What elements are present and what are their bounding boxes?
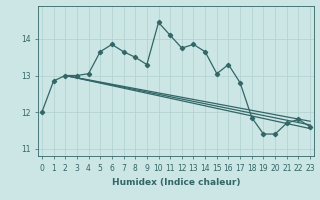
X-axis label: Humidex (Indice chaleur): Humidex (Indice chaleur) <box>112 178 240 187</box>
